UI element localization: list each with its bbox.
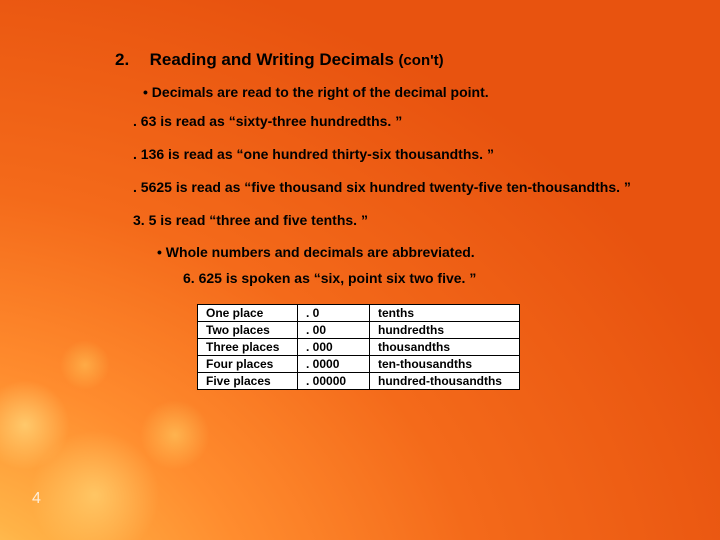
cell-places: Two places (198, 321, 298, 338)
bullet-secondary: Whole numbers and decimals are abbreviat… (157, 244, 660, 260)
reading-line: . 63 is read as “sixty-three hundredths.… (133, 112, 660, 131)
cell-name: hundredths (370, 321, 520, 338)
cell-name: hundred-thousandths (370, 372, 520, 389)
cell-places: Five places (198, 372, 298, 389)
cell-pattern: . 0000 (298, 355, 370, 372)
table-row: One place . 0 tenths (198, 304, 520, 321)
title-number: 2. (115, 50, 129, 69)
cell-places: Four places (198, 355, 298, 372)
spoken-line: 6. 625 is spoken as “six, point six two … (183, 270, 660, 286)
cell-name: tenths (370, 304, 520, 321)
reading-line: . 5625 is read as “five thousand six hun… (133, 178, 660, 197)
title-row: 2. Reading and Writing Decimals (con't) (115, 50, 660, 70)
cell-name: thousandths (370, 338, 520, 355)
reading-line: . 136 is read as “one hundred thirty-six… (133, 145, 660, 164)
bullet-primary: Decimals are read to the right of the de… (143, 84, 660, 100)
table-row: Two places . 00 hundredths (198, 321, 520, 338)
title-text: Reading and Writing Decimals (150, 50, 394, 69)
slide-body: 2. Reading and Writing Decimals (con't) … (0, 0, 720, 540)
reading-line: 3. 5 is read “three and five tenths. ” (133, 211, 660, 230)
title-suffix: (con't) (398, 52, 443, 69)
cell-pattern: . 00000 (298, 372, 370, 389)
table-row: Five places . 00000 hundred-thousandths (198, 372, 520, 389)
places-table-body: One place . 0 tenths Two places . 00 hun… (198, 304, 520, 389)
cell-name: ten-thousandths (370, 355, 520, 372)
cell-pattern: . 000 (298, 338, 370, 355)
table-row: Three places . 000 thousandths (198, 338, 520, 355)
cell-places: Three places (198, 338, 298, 355)
page-number: 4 (32, 490, 41, 508)
cell-pattern: . 00 (298, 321, 370, 338)
table-row: Four places . 0000 ten-thousandths (198, 355, 520, 372)
places-table: One place . 0 tenths Two places . 00 hun… (197, 304, 520, 390)
cell-places: One place (198, 304, 298, 321)
cell-pattern: . 0 (298, 304, 370, 321)
